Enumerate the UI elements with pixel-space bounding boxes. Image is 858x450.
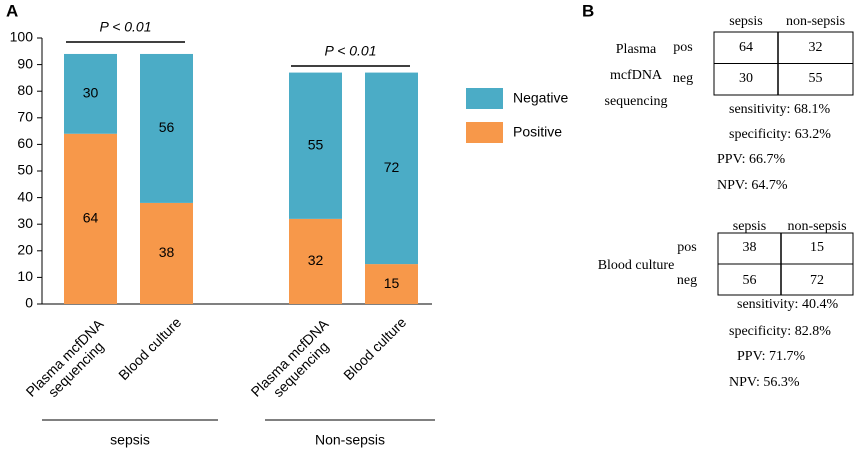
- y-tick-label: 50: [17, 162, 33, 178]
- row-label: pos: [673, 40, 692, 55]
- bar-segment: [64, 133, 117, 304]
- significance-label: P < 0.01: [324, 43, 376, 59]
- data-label: 30: [83, 85, 99, 101]
- group-label: Non-sepsis: [315, 432, 385, 448]
- bar-segment: [365, 72, 418, 265]
- bar-segment: [289, 72, 342, 219]
- table-title: Plasma mcfDNA sequencing: [604, 42, 668, 109]
- bar-segment: [140, 53, 193, 203]
- row-label: neg: [673, 71, 693, 86]
- table-cell: 64: [739, 40, 753, 55]
- y-tick-label: 80: [17, 82, 33, 98]
- stat: sensitivity: 40.4%: [737, 297, 838, 312]
- legend-label: Positive: [513, 124, 562, 140]
- y-tick-label: 30: [17, 215, 33, 231]
- column-header: sepsis: [733, 219, 766, 234]
- y-tick-label: 10: [17, 268, 33, 284]
- stat: NPV: 64.7%: [717, 178, 788, 193]
- panel-label: B: [582, 1, 594, 20]
- table-title: Blood culture: [597, 258, 675, 273]
- legend-swatch: [466, 122, 503, 143]
- bar-segment: [140, 202, 193, 304]
- table-cell: 15: [810, 240, 824, 255]
- y-tick-label: 0: [25, 295, 33, 311]
- table-cell: 32: [809, 40, 823, 55]
- legend-label: Negative: [513, 90, 568, 106]
- significance-label: P < 0.01: [99, 19, 151, 35]
- row-label: pos: [677, 240, 696, 255]
- y-tick-label: 20: [17, 242, 33, 258]
- legend-swatch: [466, 88, 503, 109]
- bar-segment: [289, 218, 342, 304]
- data-label: 64: [83, 210, 99, 226]
- y-tick-label: 90: [17, 55, 33, 71]
- data-label: 72: [384, 159, 400, 175]
- stat: PPV: 66.7%: [717, 152, 786, 167]
- y-tick-label: 70: [17, 109, 33, 125]
- stat: PPV: 71.7%: [737, 349, 806, 364]
- data-label: 55: [308, 136, 324, 152]
- column-header: non-sepsis: [787, 219, 846, 234]
- stat: specificity: 63.2%: [729, 127, 831, 142]
- y-tick-label: 60: [17, 135, 33, 151]
- data-label: 56: [159, 119, 175, 135]
- table-cell: 56: [743, 273, 757, 288]
- panel-label: A: [6, 1, 18, 20]
- stat: NPV: 56.3%: [729, 375, 800, 390]
- table-cell: 72: [810, 273, 824, 288]
- group-label: sepsis: [110, 432, 150, 448]
- row-label: neg: [677, 273, 697, 288]
- data-label: 38: [159, 244, 175, 260]
- stat: sensitivity: 68.1%: [729, 102, 830, 117]
- data-label: 15: [384, 275, 400, 291]
- column-header: non-sepsis: [786, 14, 845, 29]
- table-cell: 38: [743, 240, 757, 255]
- bar-segment: [64, 53, 117, 134]
- column-header: sepsis: [729, 14, 762, 29]
- table-cell: 55: [809, 71, 823, 86]
- bar-segment: [365, 264, 418, 304]
- table-cell: 30: [739, 71, 753, 86]
- y-tick-label: 40: [17, 188, 33, 204]
- y-tick-label: 100: [10, 29, 34, 45]
- stat: specificity: 82.8%: [729, 324, 831, 339]
- data-label: 32: [308, 252, 324, 268]
